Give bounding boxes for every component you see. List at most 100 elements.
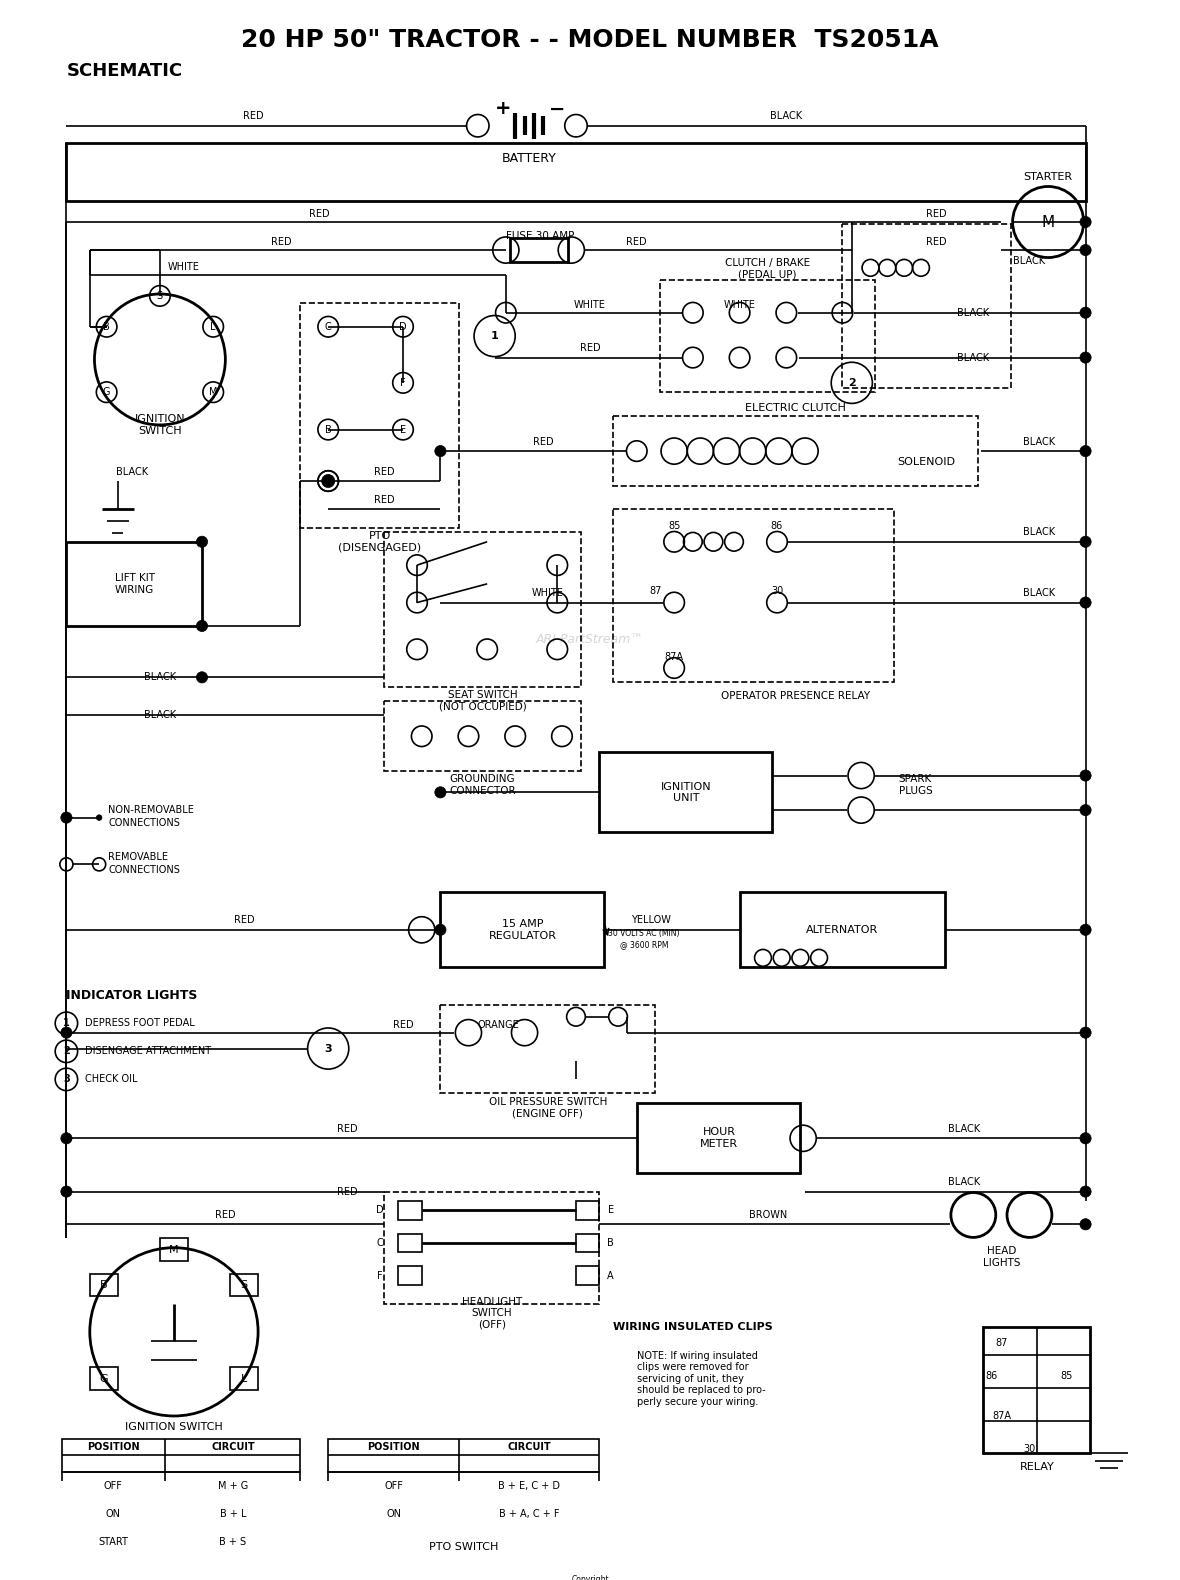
Text: B: B bbox=[324, 425, 332, 435]
Text: 87A: 87A bbox=[992, 1411, 1011, 1420]
Text: RELAY: RELAY bbox=[1020, 1463, 1054, 1473]
Text: BLACK: BLACK bbox=[957, 352, 989, 362]
Bar bbox=[843, 224, 1011, 387]
Text: BLACK: BLACK bbox=[1023, 436, 1055, 447]
Text: BATTERY: BATTERY bbox=[502, 152, 557, 164]
Text: 20 HP 50" TRACTOR - - MODEL NUMBER  TS2051A: 20 HP 50" TRACTOR - - MODEL NUMBER TS205… bbox=[241, 28, 939, 52]
Circle shape bbox=[196, 672, 208, 683]
Text: 2: 2 bbox=[63, 1046, 70, 1057]
Text: OPERATOR PRESENCE RELAY: OPERATOR PRESENCE RELAY bbox=[721, 690, 871, 702]
Circle shape bbox=[1080, 1187, 1092, 1198]
Text: BROWN: BROWN bbox=[748, 1210, 787, 1220]
Text: RED: RED bbox=[393, 1021, 413, 1030]
Text: WHITE: WHITE bbox=[573, 300, 607, 310]
Bar bbox=[160, 1239, 188, 1261]
Text: L: L bbox=[241, 1373, 247, 1384]
Bar bbox=[328, 1439, 599, 1473]
Text: OIL PRESSURE SWITCH
(ENGINE OFF): OIL PRESSURE SWITCH (ENGINE OFF) bbox=[489, 1097, 608, 1119]
Bar bbox=[90, 1367, 118, 1390]
Text: D: D bbox=[399, 322, 407, 332]
Text: B: B bbox=[100, 1280, 107, 1291]
Text: BLACK: BLACK bbox=[1023, 588, 1055, 599]
Text: RED: RED bbox=[336, 1123, 358, 1134]
Text: OFF: OFF bbox=[385, 1480, 404, 1492]
Text: ELECTRIC CLUTCH: ELECTRIC CLUTCH bbox=[746, 403, 846, 412]
Circle shape bbox=[1080, 536, 1092, 547]
Text: 3: 3 bbox=[63, 1074, 70, 1084]
Text: SEAT SWITCH
(NOT OCCUPIED): SEAT SWITCH (NOT OCCUPIED) bbox=[439, 690, 526, 711]
Text: SPARK
PLUGS: SPARK PLUGS bbox=[898, 774, 932, 796]
Bar bbox=[385, 700, 581, 771]
Circle shape bbox=[97, 815, 101, 820]
Text: RED: RED bbox=[579, 343, 601, 354]
Circle shape bbox=[1080, 307, 1092, 318]
Bar bbox=[328, 1473, 599, 1499]
Circle shape bbox=[434, 787, 446, 798]
Text: DEPRESS FOOT PEDAL: DEPRESS FOOT PEDAL bbox=[85, 1018, 195, 1029]
Text: IGNITION
UNIT: IGNITION UNIT bbox=[661, 782, 712, 803]
Text: ON: ON bbox=[106, 1509, 120, 1518]
Circle shape bbox=[1080, 597, 1092, 608]
Bar bbox=[510, 239, 568, 262]
Circle shape bbox=[196, 621, 208, 632]
Text: WHITE: WHITE bbox=[723, 300, 755, 310]
Text: S: S bbox=[157, 291, 163, 300]
Bar bbox=[61, 1499, 300, 1528]
Text: OFF: OFF bbox=[104, 1480, 123, 1492]
Text: REMOVABLE: REMOVABLE bbox=[109, 852, 169, 861]
Circle shape bbox=[1080, 804, 1092, 815]
Text: C: C bbox=[376, 1239, 384, 1248]
Circle shape bbox=[1080, 1218, 1092, 1229]
Text: M: M bbox=[1042, 215, 1055, 229]
Text: CIRCUIT: CIRCUIT bbox=[507, 1443, 551, 1452]
Text: IGNITION
SWITCH: IGNITION SWITCH bbox=[135, 414, 185, 436]
Bar bbox=[385, 532, 581, 687]
Text: HOUR
METER: HOUR METER bbox=[700, 1128, 738, 1149]
Bar bbox=[328, 1499, 599, 1528]
Circle shape bbox=[1080, 446, 1092, 457]
Text: YELLOW: YELLOW bbox=[631, 915, 670, 926]
Text: BLACK: BLACK bbox=[957, 308, 989, 318]
Text: M: M bbox=[169, 1245, 178, 1255]
Circle shape bbox=[61, 1187, 72, 1198]
Text: +: + bbox=[494, 100, 511, 118]
Text: CONNECTIONS: CONNECTIONS bbox=[109, 864, 181, 875]
Bar bbox=[66, 142, 1086, 201]
Bar bbox=[61, 1528, 300, 1556]
Text: G: G bbox=[103, 387, 111, 397]
Text: C: C bbox=[324, 322, 332, 332]
Bar bbox=[637, 1103, 800, 1172]
Text: B: B bbox=[608, 1239, 614, 1248]
Text: M: M bbox=[209, 387, 217, 397]
Text: A: A bbox=[608, 1270, 614, 1281]
Text: 85: 85 bbox=[668, 521, 681, 531]
Text: B + A, C + F: B + A, C + F bbox=[499, 1509, 559, 1518]
Text: B + E, C + D: B + E, C + D bbox=[498, 1480, 560, 1492]
Bar bbox=[660, 280, 876, 392]
Bar bbox=[440, 893, 604, 967]
Circle shape bbox=[1080, 1027, 1092, 1038]
Text: RED: RED bbox=[925, 209, 946, 218]
Text: F: F bbox=[400, 378, 406, 387]
Text: 3: 3 bbox=[324, 1043, 332, 1054]
Text: 15 AMP
REGULATOR: 15 AMP REGULATOR bbox=[489, 920, 557, 940]
Text: WHITE: WHITE bbox=[532, 588, 564, 599]
Bar bbox=[576, 1201, 599, 1220]
Text: RED: RED bbox=[627, 237, 647, 246]
Text: BLACK: BLACK bbox=[144, 673, 176, 683]
Text: HEADLIGHT
SWITCH
(OFF): HEADLIGHT SWITCH (OFF) bbox=[461, 1297, 522, 1330]
Text: RED: RED bbox=[234, 915, 255, 926]
Text: CONNECTIONS: CONNECTIONS bbox=[109, 818, 181, 828]
Text: CIRCUIT: CIRCUIT bbox=[211, 1443, 255, 1452]
Text: WIRING INSULATED CLIPS: WIRING INSULATED CLIPS bbox=[612, 1322, 773, 1332]
Circle shape bbox=[1080, 245, 1092, 256]
Text: E: E bbox=[608, 1206, 614, 1215]
Text: B + L: B + L bbox=[219, 1509, 247, 1518]
Text: RED: RED bbox=[271, 237, 291, 246]
Text: B: B bbox=[103, 322, 110, 332]
Bar bbox=[230, 1367, 258, 1390]
Circle shape bbox=[1080, 1133, 1092, 1144]
Circle shape bbox=[196, 536, 208, 547]
Text: RED: RED bbox=[374, 495, 394, 504]
Bar bbox=[230, 1273, 258, 1296]
